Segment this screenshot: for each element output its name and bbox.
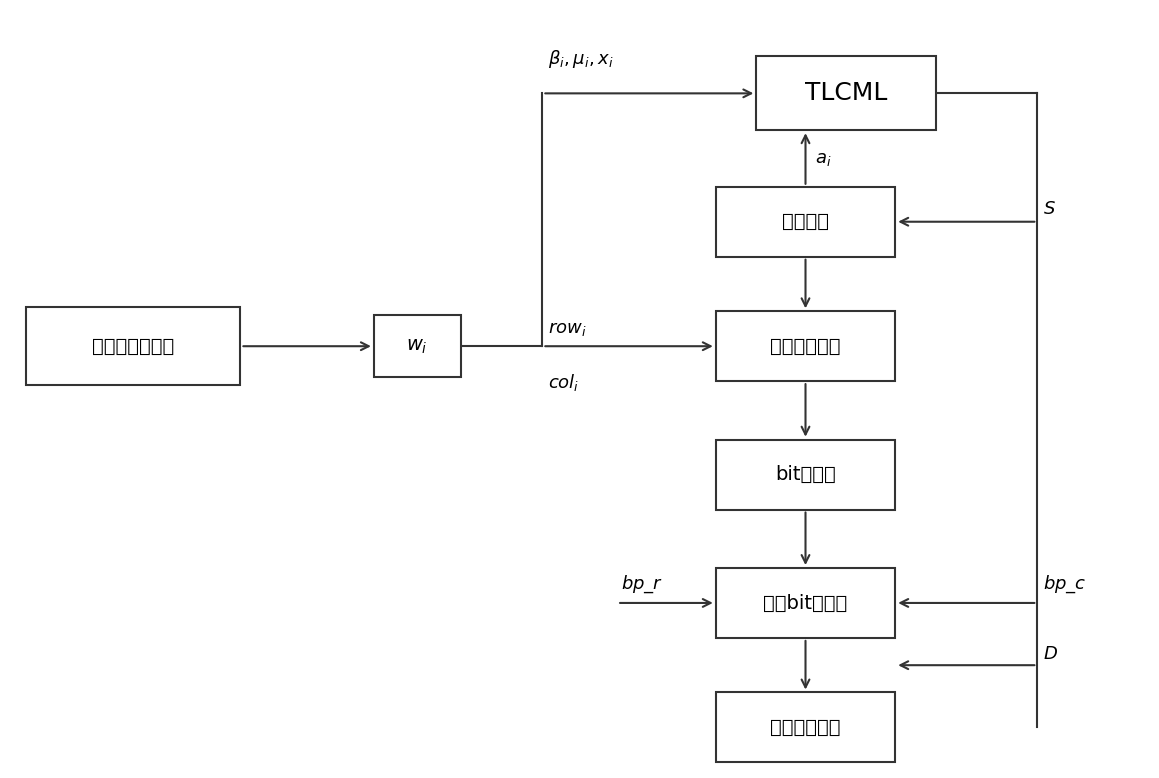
Text: 动态bit位置乱: 动态bit位置乱 — [764, 594, 847, 612]
Text: $col_i$: $col_i$ — [548, 372, 580, 393]
Bar — [27, 307, 240, 385]
Text: $a_i$: $a_i$ — [815, 149, 831, 167]
Text: $w_i$: $w_i$ — [407, 337, 428, 356]
Text: TLCML: TLCML — [804, 82, 888, 105]
Text: $bp\_c$: $bp\_c$ — [1043, 573, 1087, 595]
Text: $D$: $D$ — [1043, 645, 1058, 663]
Text: $row_i$: $row_i$ — [548, 321, 586, 338]
Text: 忆阻器神经网络: 忆阻器神经网络 — [93, 337, 174, 356]
Bar — [715, 440, 895, 510]
Bar — [756, 57, 935, 130]
Text: $bp\_r$: $bp\_r$ — [621, 573, 663, 595]
Bar — [373, 315, 460, 377]
Bar — [715, 568, 895, 638]
Text: $\beta_i, \mu_i, x_i$: $\beta_i, \mu_i, x_i$ — [548, 48, 614, 70]
Bar — [715, 311, 895, 381]
Text: bit位突变: bit位突变 — [775, 465, 836, 484]
Text: 动态双向置乱: 动态双向置乱 — [771, 337, 840, 356]
Bar — [715, 187, 895, 257]
Bar — [715, 692, 895, 762]
Text: 明文图像: 明文图像 — [782, 212, 829, 231]
Text: 行列双向扩散: 行列双向扩散 — [771, 718, 840, 737]
Text: $S$: $S$ — [1043, 200, 1056, 218]
